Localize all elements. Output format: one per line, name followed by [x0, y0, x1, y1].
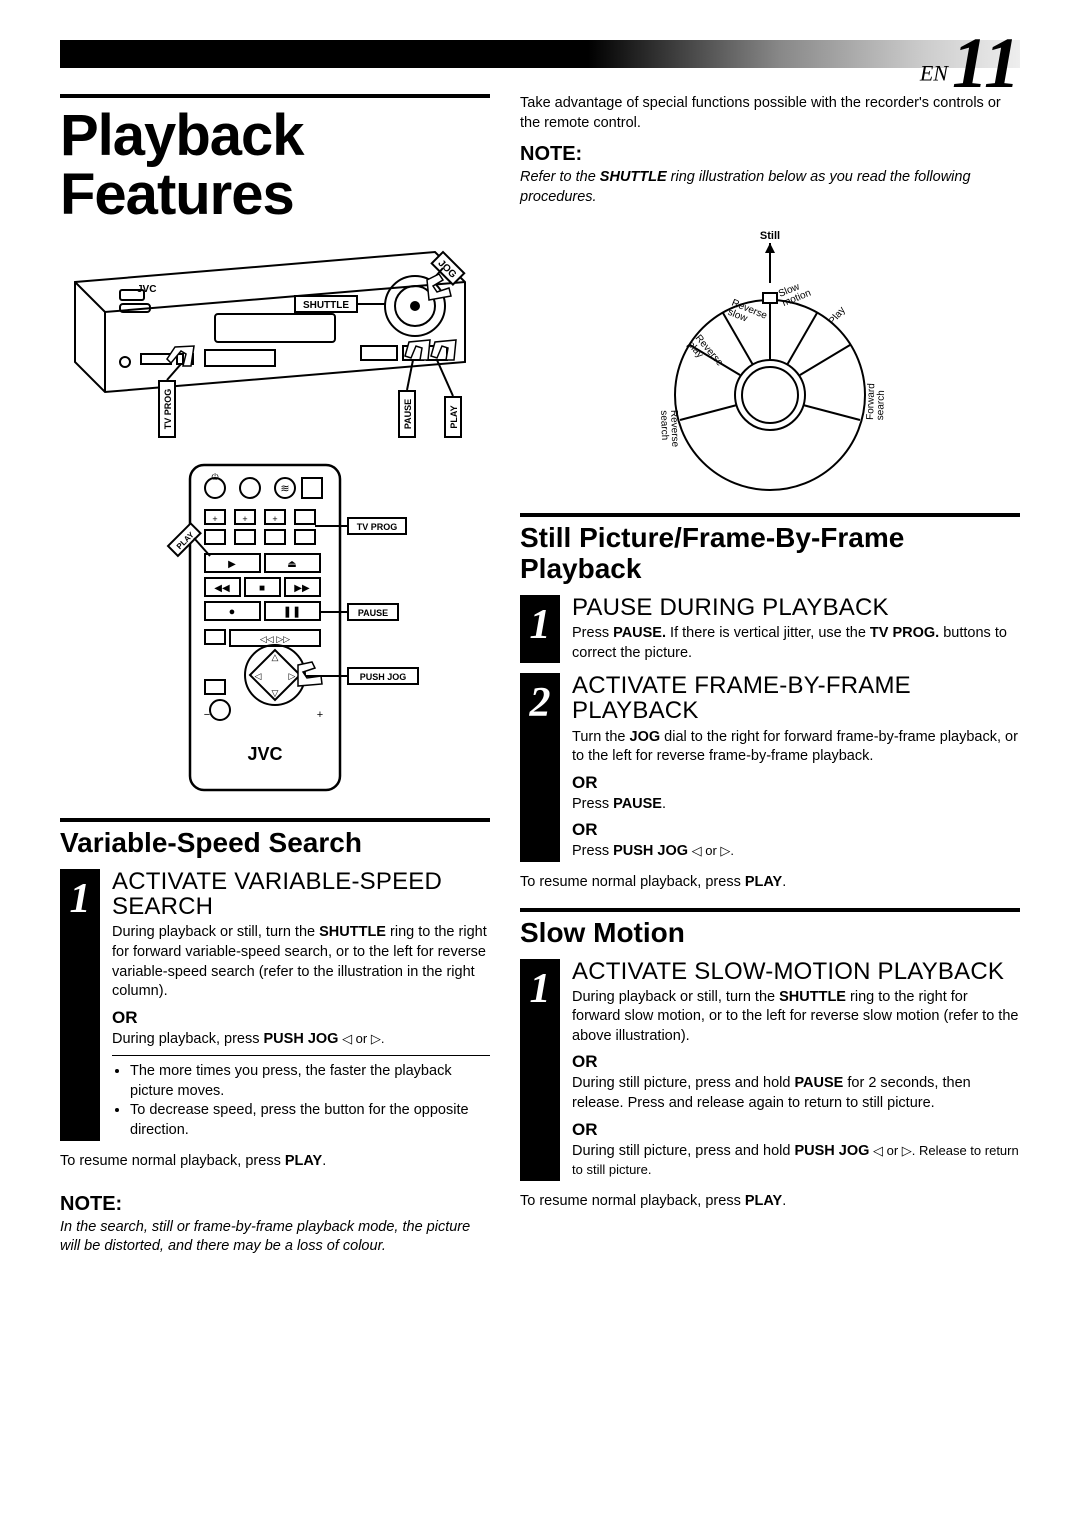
svg-text:+: +	[212, 514, 217, 524]
list-item: To decrease speed, press the button for …	[130, 1101, 490, 1140]
step-number: 1	[520, 959, 560, 1181]
or-label: OR	[572, 820, 1020, 840]
page-title: Playback Features	[60, 106, 490, 224]
variable-step1: 1 ACTIVATE VARIABLE-SPEED SEARCH During …	[60, 869, 490, 1140]
svg-text:■: ■	[259, 583, 265, 594]
resume-text: To resume normal playback, press PLAY.	[520, 1193, 1020, 1209]
divider	[112, 1055, 490, 1056]
svg-text:TV PROG: TV PROG	[357, 522, 398, 532]
svg-text:+: +	[317, 709, 323, 721]
svg-text:+: +	[272, 514, 277, 524]
svg-text:≋: ≋	[280, 483, 289, 495]
step-title: ACTIVATE FRAME-BY-FRAME PLAYBACK	[572, 673, 1020, 723]
svg-text:Reverseplay: Reverseplay	[685, 333, 725, 375]
step-text: Turn the JOG dial to the right for forwa…	[572, 728, 1020, 767]
step-text: During playback or still, turn the SHUTT…	[112, 923, 490, 1001]
bullet-list: The more times you press, the faster the…	[112, 1062, 490, 1140]
step-number: 1	[60, 869, 100, 1140]
svg-text:PLAY: PLAY	[449, 406, 459, 429]
svg-text:−: −	[204, 709, 210, 721]
step-title: PAUSE DURING PLAYBACK	[572, 595, 1020, 620]
page-lang: EN	[920, 61, 948, 86]
still-step1: 1 PAUSE DURING PLAYBACK Press PAUSE. If …	[520, 595, 1020, 663]
svg-text:TV PROG: TV PROG	[163, 389, 173, 430]
variable-heading: Variable-Speed Search	[60, 818, 490, 859]
title-rule	[60, 94, 490, 98]
svg-text:JVC: JVC	[247, 744, 282, 764]
step-number: 1	[520, 595, 560, 663]
svg-text:◀◀: ◀◀	[214, 583, 230, 594]
svg-text:PUSH JOG: PUSH JOG	[360, 672, 407, 682]
top-note-text: Refer to the SHUTTLE ring illustration b…	[520, 168, 1020, 207]
top-gradient-bar: EN 11	[60, 40, 1020, 68]
step-title: ACTIVATE VARIABLE-SPEED SEARCH	[112, 869, 490, 919]
svg-text:◁: ◁	[255, 671, 262, 681]
list-item: The more times you press, the faster the…	[130, 1062, 490, 1101]
svg-text:SHUTTLE: SHUTTLE	[303, 300, 349, 311]
step-text: During still picture, press and hold PUS…	[572, 1142, 1020, 1181]
top-note-heading: NOTE:	[520, 143, 1020, 166]
step-text: During playback or still, turn the SHUTT…	[572, 988, 1020, 1047]
still-heading: Still Picture/Frame-By-Frame Playback	[520, 513, 1020, 585]
or-label: OR	[572, 773, 1020, 793]
svg-text:▽: ▽	[272, 688, 279, 698]
resume-text: To resume normal playback, press PLAY.	[60, 1153, 490, 1169]
vcr-illustration: JVC JOG SHUTTLE	[65, 242, 485, 442]
step-number: 2	[520, 673, 560, 862]
step-text: During still picture, press and hold PAU…	[572, 1074, 1020, 1113]
svg-text:Reversesearch: Reversesearch	[658, 410, 680, 448]
svg-text:+: +	[242, 514, 247, 524]
shuttle-ring-illustration: Still Reversesearch Reverseplay Reverses…	[605, 225, 935, 495]
svg-text:Slowmotion: Slowmotion	[777, 279, 813, 310]
note-text: In the search, still or frame-by-frame p…	[60, 1218, 490, 1257]
svg-text:△: △	[272, 652, 279, 662]
resume-text: To resume normal playback, press PLAY.	[520, 874, 1020, 890]
step-text: Press PUSH JOG ◁ or ▷.	[572, 842, 1020, 862]
svg-text:⏏: ⏏	[287, 559, 296, 570]
svg-text:Still: Still	[760, 230, 780, 242]
or-label: OR	[112, 1008, 490, 1028]
svg-text:❚❚: ❚❚	[283, 606, 301, 618]
svg-text:●: ●	[229, 606, 236, 618]
page-number: EN 11	[920, 22, 1020, 105]
svg-text:▷: ▷	[289, 671, 296, 681]
svg-text:Play: Play	[827, 305, 848, 327]
svg-text:JVC: JVC	[137, 284, 156, 295]
slow-heading: Slow Motion	[520, 908, 1020, 949]
page-num-value: 11	[952, 23, 1020, 103]
step-text: Press PAUSE. If there is vertical jitter…	[572, 624, 1020, 663]
svg-text:▶▶: ▶▶	[294, 583, 310, 594]
still-step2: 2 ACTIVATE FRAME-BY-FRAME PLAYBACK Turn …	[520, 673, 1020, 862]
svg-text:PAUSE: PAUSE	[358, 608, 388, 618]
step-text: During playback, press PUSH JOG ◁ or ▷.	[112, 1030, 490, 1050]
svg-text:◁◁ ▷▷: ◁◁ ▷▷	[260, 634, 290, 644]
or-label: OR	[572, 1052, 1020, 1072]
or-label: OR	[572, 1120, 1020, 1140]
note-heading: NOTE:	[60, 1193, 490, 1216]
slow-step1: 1 ACTIVATE SLOW-MOTION PLAYBACK During p…	[520, 959, 1020, 1181]
step-text: Press PAUSE.	[572, 795, 1020, 815]
svg-text:▶: ▶	[228, 559, 236, 570]
svg-text:⏻: ⏻	[211, 472, 218, 482]
step-title: ACTIVATE SLOW-MOTION PLAYBACK	[572, 959, 1020, 984]
svg-text:Forwardsearch: Forwardsearch	[865, 383, 887, 420]
remote-illustration: ⏻ ≋ + + + PLAY TV PROG	[110, 460, 440, 800]
svg-text:PAUSE: PAUSE	[403, 399, 413, 429]
